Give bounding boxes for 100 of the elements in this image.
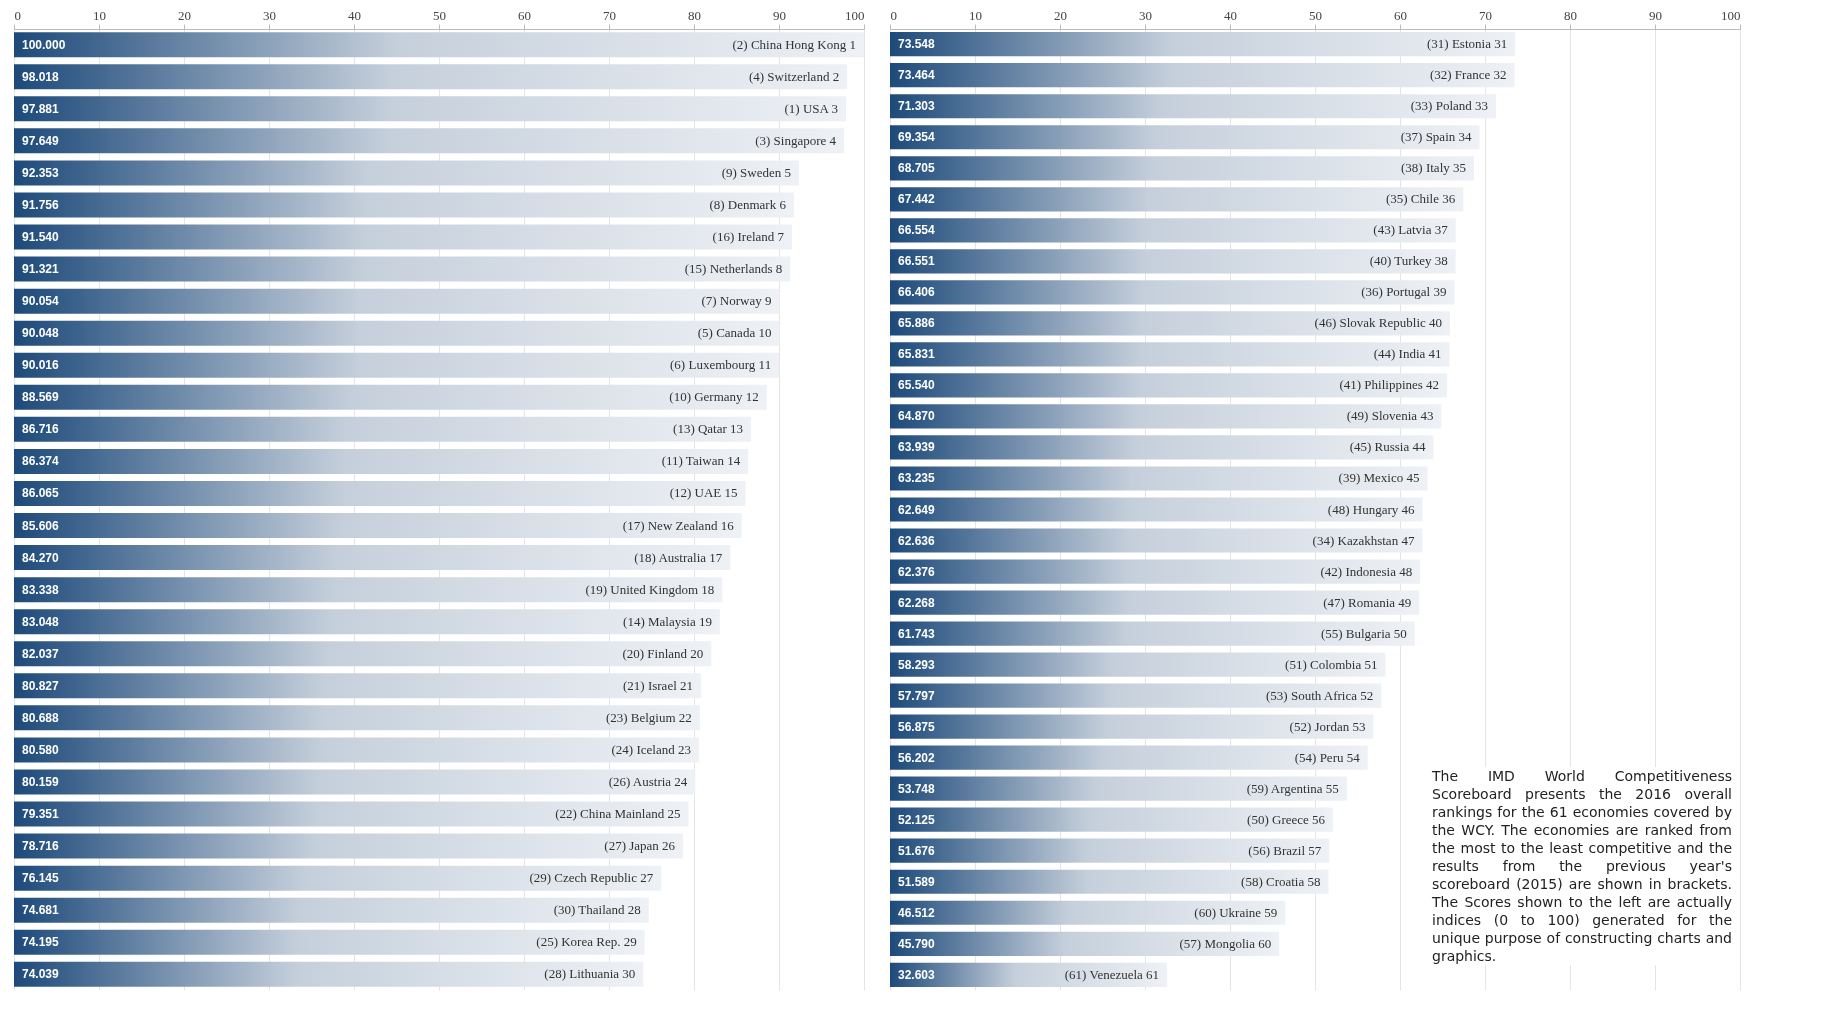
category-label: (7) Norway 9 xyxy=(701,293,772,309)
data-label: 90.054 xyxy=(22,294,60,309)
bar xyxy=(890,590,1420,615)
data-label: 83.338 xyxy=(22,582,60,597)
x-tick-label: 100 xyxy=(1721,7,1741,23)
x-tick-label: 100 xyxy=(845,7,865,23)
bar xyxy=(14,416,752,442)
category-label: (34) Kazakhstan 47 xyxy=(1312,532,1415,548)
bar xyxy=(14,384,767,410)
data-label: 79.351 xyxy=(22,807,60,822)
data-label: 73.464 xyxy=(898,68,936,83)
category-label: (32) France 32 xyxy=(1429,67,1507,83)
data-label: 62.649 xyxy=(898,502,936,517)
data-label: 84.270 xyxy=(22,550,60,565)
bar xyxy=(890,838,1330,863)
category-label: (10) Germany 12 xyxy=(669,389,759,405)
category-label: (4) Switzerland 2 xyxy=(748,68,840,84)
data-label: 53.748 xyxy=(898,781,936,796)
data-label: 63.235 xyxy=(898,471,936,486)
bar xyxy=(14,288,780,314)
category-label: (9) Sweden 5 xyxy=(721,164,791,180)
bar xyxy=(890,311,1451,336)
bar xyxy=(890,32,1516,57)
data-label: 90.016 xyxy=(22,358,60,373)
category-label: (26) Austria 24 xyxy=(608,773,688,789)
x-tick-label: 50 xyxy=(433,7,446,23)
data-label: 66.551 xyxy=(898,254,936,269)
bar xyxy=(14,929,645,955)
bar xyxy=(14,737,699,763)
x-tick-label: 0 xyxy=(890,7,897,23)
category-label: (33) Poland 33 xyxy=(1410,98,1489,114)
bar xyxy=(890,63,1515,88)
data-label: 56.875 xyxy=(898,719,936,734)
bar xyxy=(890,342,1450,367)
data-label: 52.125 xyxy=(898,812,936,827)
category-label: (60) Ukraine 59 xyxy=(1194,904,1278,920)
bar xyxy=(890,435,1434,460)
data-label: 66.554 xyxy=(898,223,936,238)
bar xyxy=(890,652,1386,677)
bar xyxy=(14,577,723,603)
category-label: (21) Israel 21 xyxy=(623,677,694,693)
data-label: 82.037 xyxy=(22,646,60,661)
category-label: (37) Spain 34 xyxy=(1400,129,1472,145)
category-label: (12) UAE 15 xyxy=(669,485,738,501)
bar xyxy=(890,404,1442,429)
category-label: (38) Italy 35 xyxy=(1401,160,1466,176)
data-label: 97.649 xyxy=(22,133,60,148)
data-label: 88.569 xyxy=(22,390,60,405)
data-label: 67.442 xyxy=(898,192,936,207)
bar xyxy=(890,187,1464,212)
bar xyxy=(14,609,720,635)
bar xyxy=(890,559,1421,584)
bar xyxy=(890,218,1456,243)
category-label: (14) Malaysia 19 xyxy=(623,613,712,629)
category-label: (48) Hungary 46 xyxy=(1327,501,1415,517)
bar xyxy=(14,224,793,250)
data-label: 90.048 xyxy=(22,326,60,341)
x-tick-label: 70 xyxy=(1479,7,1492,23)
x-tick-label: 60 xyxy=(1394,7,1407,23)
bar xyxy=(14,320,780,346)
data-label: 62.376 xyxy=(898,564,936,579)
x-tick-label: 30 xyxy=(1139,7,1152,23)
category-label: (8) Denmark 6 xyxy=(709,196,786,212)
category-label: (6) Luxembourg 11 xyxy=(670,357,772,373)
data-label: 32.603 xyxy=(898,967,936,982)
bar xyxy=(14,833,684,859)
bar xyxy=(14,448,749,474)
data-label: 80.159 xyxy=(22,774,60,789)
category-label: (17) New Zealand 16 xyxy=(622,517,734,533)
category-label: (44) India 41 xyxy=(1373,346,1442,362)
x-tick-label: 40 xyxy=(1224,7,1237,23)
category-label: (57) Mongolia 60 xyxy=(1179,935,1272,951)
data-label: 66.406 xyxy=(898,285,936,300)
x-tick-label: 10 xyxy=(969,7,982,23)
x-tick-label: 70 xyxy=(603,7,616,23)
bar xyxy=(14,961,644,987)
data-label: 51.589 xyxy=(898,874,936,889)
category-label: (42) Indonesia 48 xyxy=(1320,563,1413,579)
category-label: (30) Thailand 28 xyxy=(553,902,641,918)
data-label: 80.688 xyxy=(22,710,60,725)
data-label: 62.268 xyxy=(898,595,936,610)
bar xyxy=(890,931,1280,956)
x-tick-label: 90 xyxy=(1649,7,1662,23)
data-label: 65.540 xyxy=(898,378,936,393)
bar xyxy=(890,683,1382,708)
data-label: 91.756 xyxy=(22,197,60,212)
x-tick-label: 0 xyxy=(14,7,21,23)
category-label: (28) Lithuania 30 xyxy=(544,966,636,982)
x-tick-label: 80 xyxy=(688,7,701,23)
data-label: 63.939 xyxy=(898,440,936,455)
category-label: (31) Estonia 31 xyxy=(1427,36,1508,52)
bar xyxy=(14,480,746,506)
bar xyxy=(14,256,791,282)
data-label: 65.886 xyxy=(898,316,936,331)
bar xyxy=(890,249,1456,274)
bar xyxy=(14,128,845,154)
data-label: 86.716 xyxy=(22,422,60,437)
data-label: 74.195 xyxy=(22,935,60,950)
data-label: 74.681 xyxy=(22,903,60,918)
data-label: 57.797 xyxy=(898,688,936,703)
